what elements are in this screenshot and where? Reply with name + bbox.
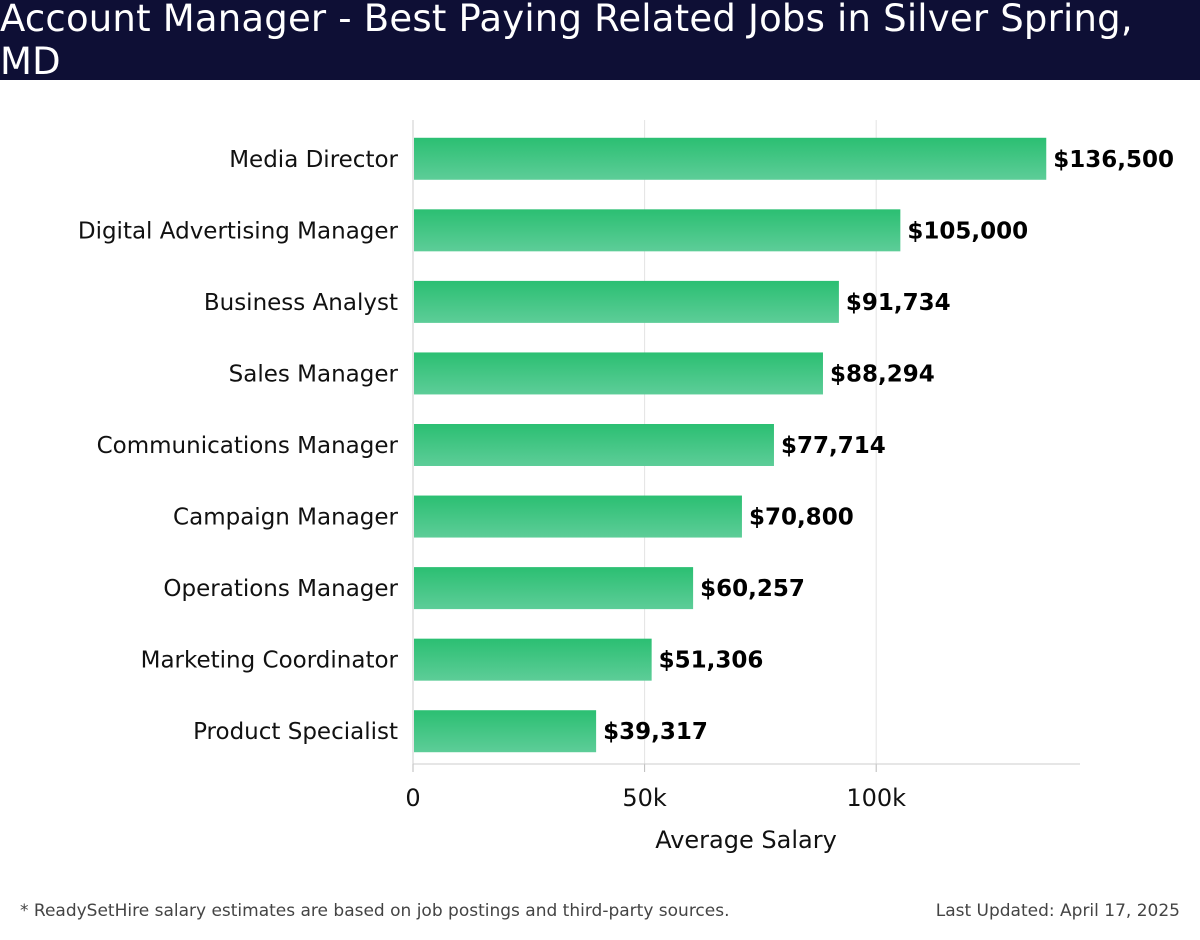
value-label: $105,000 [907, 218, 1028, 244]
bar [414, 137, 1047, 180]
category-label: Product Specialist [193, 719, 398, 745]
category-label: Communications Manager [97, 433, 399, 459]
category-label: Sales Manager [229, 361, 399, 387]
bar [414, 209, 901, 252]
value-label: $136,500 [1053, 147, 1174, 173]
bar [414, 567, 694, 610]
x-tick-label: 100k [846, 784, 906, 812]
bar [414, 280, 839, 323]
category-label: Business Analyst [204, 290, 398, 316]
value-label: $88,294 [830, 361, 935, 387]
value-label: $60,257 [700, 576, 805, 602]
bar [414, 424, 774, 466]
value-label: $70,800 [749, 505, 854, 531]
bar [414, 352, 823, 395]
title-bar: Account Manager - Best Paying Related Jo… [0, 0, 1200, 83]
value-label: $91,734 [846, 290, 951, 316]
value-label: $77,714 [781, 433, 886, 459]
category-label: Media Director [229, 147, 398, 173]
category-label: Marketing Coordinator [141, 648, 399, 674]
bar [414, 710, 597, 753]
x-axis-title: Average Salary [655, 826, 837, 854]
category-label: Operations Manager [163, 576, 398, 602]
bar [414, 495, 742, 538]
page-title: Account Manager - Best Paying Related Jo… [0, 0, 1133, 83]
value-label: $39,317 [603, 719, 708, 745]
x-tick-label: 50k [622, 784, 667, 812]
x-tick-label: 0 [405, 784, 420, 812]
category-label: Campaign Manager [173, 505, 398, 531]
value-label: $51,306 [659, 648, 764, 674]
bars: Media Director $136,500 Digital Advertisin… [78, 137, 1174, 753]
last-updated: Last Updated: April 17, 2025 [935, 901, 1180, 921]
footnote: * ReadySetHire salary estimates are base… [20, 901, 730, 921]
axes: 0 50k 100k [405, 120, 1080, 812]
salary-bar-chart: Media Director $136,500 Digital Advertisin… [78, 120, 1174, 854]
bar [414, 638, 652, 681]
category-label: Digital Advertising Manager [78, 218, 399, 244]
